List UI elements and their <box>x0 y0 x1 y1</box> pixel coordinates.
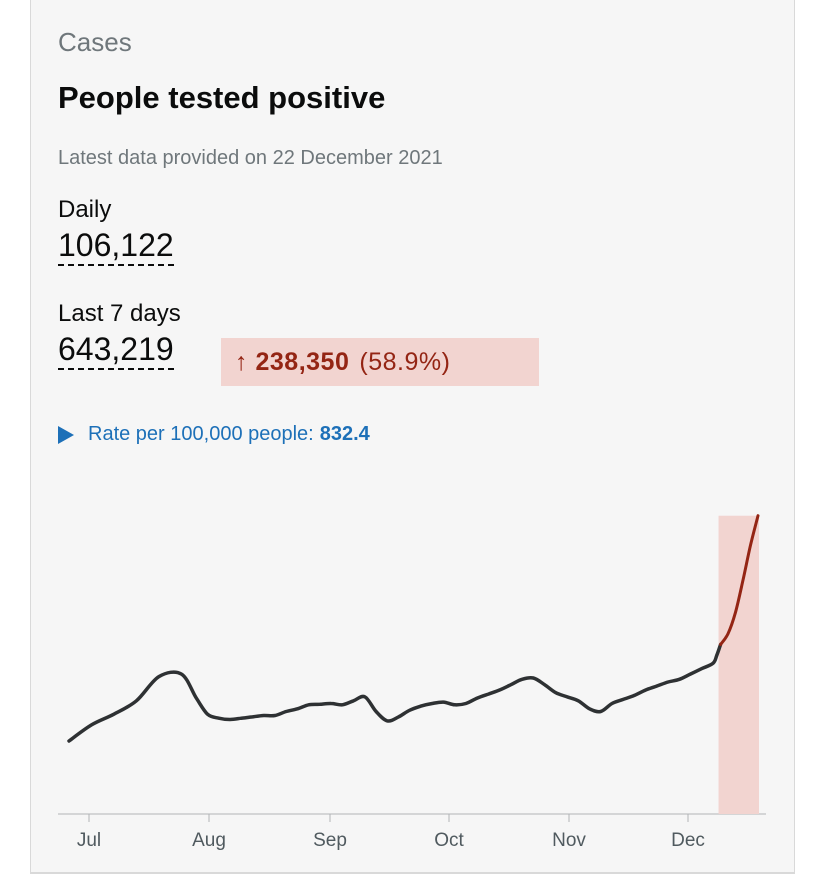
change-absolute: 238,350 <box>255 347 350 376</box>
card-category: Cases <box>58 27 132 57</box>
change-percent: (58.9%) <box>359 347 451 376</box>
x-tick-label-sep: Sep <box>313 830 347 851</box>
daily-label: Daily <box>58 196 112 223</box>
change-badge: ↑ 238,350 (58.9%) <box>221 338 539 386</box>
rate-label: Rate per 100,000 people: <box>88 423 314 445</box>
rate-toggle[interactable]: Rate per 100,000 people: 832.4 <box>58 423 370 446</box>
series-line-recent <box>719 514 760 646</box>
last7-label: Last 7 days <box>58 300 181 327</box>
x-tick-label-oct: Oct <box>434 830 464 851</box>
card-title: People tested positive <box>58 80 386 115</box>
cases-chart: Jul Aug Sep Oct Nov Dec <box>58 514 766 851</box>
rate-value: 832.4 <box>319 423 370 445</box>
x-tick-label-dec: Dec <box>671 830 705 851</box>
x-tick-label-jul: Jul <box>77 830 101 851</box>
recent-period-fill <box>718 515 759 814</box>
cases-card: Cases People tested positive Latest data… <box>30 0 795 874</box>
x-tick-label-aug: Aug <box>192 830 226 851</box>
last7-value[interactable]: 643,219 <box>58 330 174 370</box>
x-tick-label-nov: Nov <box>552 830 586 851</box>
last-updated: Latest data provided on 22 December 2021 <box>58 147 443 169</box>
disclosure-triangle-icon <box>58 425 74 444</box>
arrow-up-icon: ↑ <box>235 347 248 376</box>
daily-value[interactable]: 106,122 <box>58 226 174 266</box>
series-line-cases <box>67 642 723 743</box>
